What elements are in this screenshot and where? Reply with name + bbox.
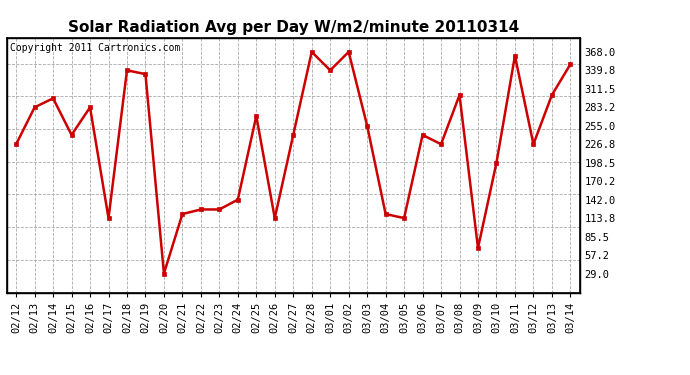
Text: Copyright 2011 Cartronics.com: Copyright 2011 Cartronics.com (10, 43, 180, 52)
Title: Solar Radiation Avg per Day W/m2/minute 20110314: Solar Radiation Avg per Day W/m2/minute … (68, 20, 519, 35)
